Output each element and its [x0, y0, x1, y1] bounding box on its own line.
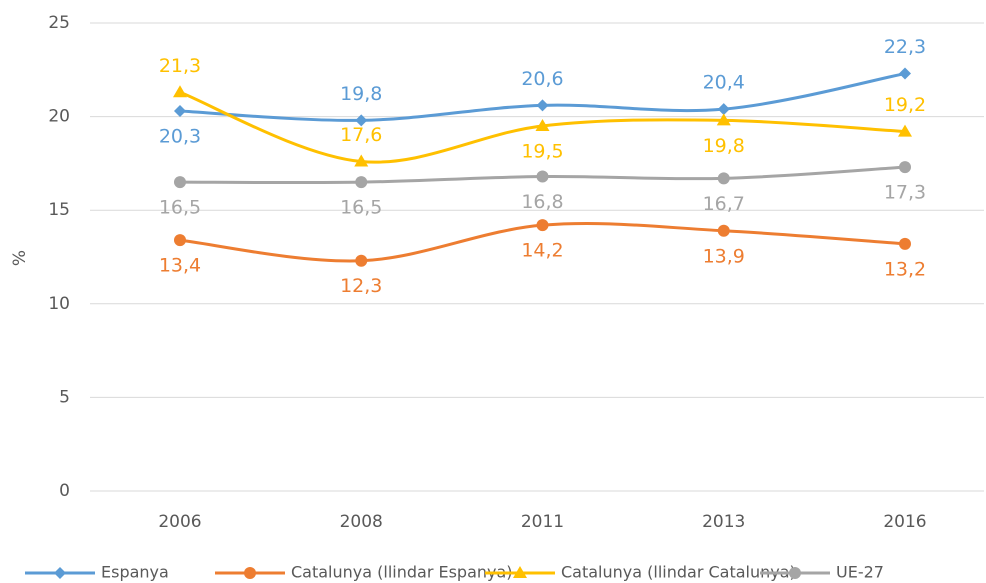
point	[717, 103, 730, 116]
point	[174, 104, 186, 117]
point	[536, 170, 549, 183]
point	[899, 67, 911, 80]
legend-label: Catalunya (llindar Espanya)	[291, 563, 513, 582]
x-tick-label: 2013	[702, 512, 745, 532]
point	[354, 154, 369, 167]
y-tick-label: 15	[48, 200, 70, 220]
point	[355, 254, 368, 267]
point	[899, 161, 911, 174]
legend-label: Espanya	[101, 563, 169, 582]
value-label: 19,8	[340, 83, 382, 105]
value-label: 12,3	[340, 275, 382, 297]
value-label: 16,5	[159, 197, 201, 219]
legend-marker	[789, 567, 801, 579]
point	[355, 176, 368, 189]
value-label: 20,3	[159, 125, 201, 147]
value-label: 21,3	[159, 55, 201, 77]
value-label: 19,5	[521, 140, 563, 162]
point	[898, 124, 912, 137]
value-label: 20,6	[521, 68, 563, 90]
point	[535, 118, 550, 131]
point	[899, 237, 911, 250]
y-tick-label: 10	[48, 294, 70, 314]
legend-marker	[513, 566, 527, 578]
x-tick-label: 2016	[883, 512, 926, 532]
point	[536, 99, 549, 112]
point	[716, 113, 731, 126]
point	[173, 85, 187, 98]
legend-marker	[54, 567, 66, 579]
value-label: 13,4	[159, 255, 201, 277]
value-label: 17,3	[884, 182, 926, 204]
y-tick-label: 0	[59, 481, 70, 501]
value-label: 13,2	[884, 258, 926, 280]
point	[174, 234, 186, 247]
x-tick-label: 2011	[521, 512, 564, 532]
legend-marker	[244, 567, 256, 579]
value-label: 19,8	[703, 135, 745, 157]
legend-label: UE-27	[836, 563, 884, 582]
value-label: 20,4	[703, 72, 745, 94]
x-tick-label: 2008	[340, 512, 383, 532]
value-label: 16,8	[521, 191, 563, 213]
y-tick-label: 20	[48, 107, 70, 127]
value-label: 14,2	[521, 240, 563, 262]
point	[536, 219, 549, 232]
point	[174, 176, 186, 189]
y-tick-label: 25	[48, 13, 70, 33]
value-label: 16,7	[703, 193, 745, 215]
x-tick-label: 2006	[158, 512, 201, 532]
value-label: 22,3	[884, 36, 926, 58]
y-tick-label: 5	[59, 387, 70, 407]
point	[355, 114, 368, 127]
value-label: 17,6	[340, 124, 382, 146]
point	[717, 172, 730, 185]
value-label: 19,2	[884, 94, 926, 116]
value-label: 16,5	[340, 197, 382, 219]
value-label: 13,9	[703, 245, 745, 267]
legend-label: Catalunya (llindar Catalunya)	[561, 563, 796, 582]
point	[717, 224, 730, 237]
y-axis-label: %	[10, 250, 30, 266]
